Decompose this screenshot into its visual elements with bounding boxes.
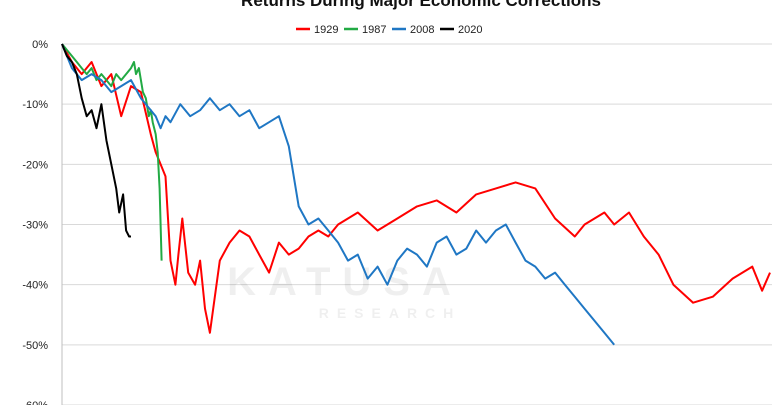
- y-tick-label: -50%: [22, 340, 48, 352]
- series-line-2020: [61, 43, 131, 238]
- series-group: [61, 43, 771, 346]
- y-tick-label: 0%: [32, 39, 48, 51]
- series-line-1987: [61, 43, 163, 261]
- y-tick-label: -40%: [22, 280, 48, 292]
- legend: 1929 1987 2008 2020: [296, 24, 482, 36]
- y-axis: 0% -10% -20% -30% -40% -50% -60%: [22, 39, 48, 405]
- chart-title: Returns During Major Economic Correction…: [241, 0, 601, 10]
- legend-label-1987: 1987: [362, 24, 386, 36]
- y-tick-label: -10%: [22, 99, 48, 111]
- legend-label-1929: 1929: [314, 24, 338, 36]
- y-tick-label: -30%: [22, 220, 48, 232]
- watermark-sub-text: RESEARCH: [319, 305, 462, 321]
- y-tick-label: -20%: [22, 159, 48, 171]
- series-line-1929: [61, 43, 771, 334]
- legend-label-2020: 2020: [458, 24, 482, 36]
- series-line-2008: [61, 43, 615, 346]
- legend-label-2008: 2008: [410, 24, 434, 36]
- watermark-logo-text: KATUSA: [227, 260, 463, 304]
- y-tick-label: -60%: [22, 400, 48, 405]
